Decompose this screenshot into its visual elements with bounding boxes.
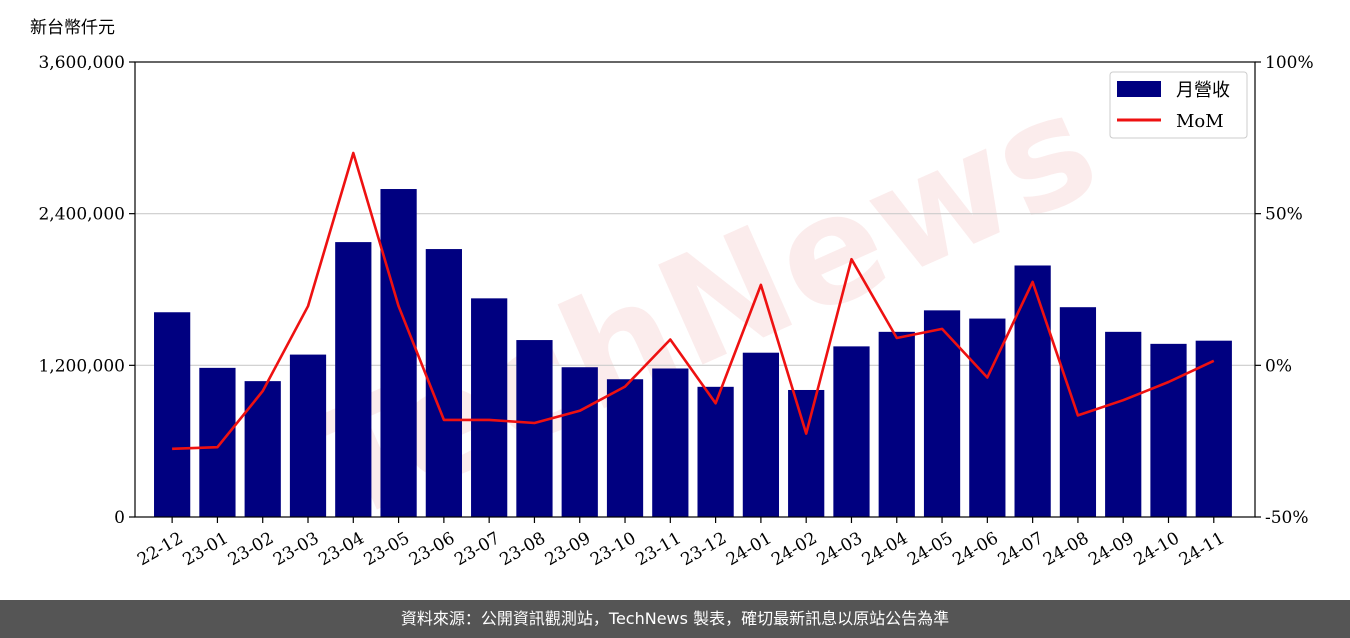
x-tick-label: 23-11 <box>632 528 684 570</box>
legend: 月營收 MoM <box>1109 71 1248 139</box>
bar-23-06 <box>425 249 462 518</box>
x-tick-label: 23-08 <box>497 528 549 570</box>
bar-23-03 <box>289 354 327 517</box>
x-axis-ticks: 22-1223-0123-0223-0323-0423-0523-0623-07… <box>134 517 1228 570</box>
bar-23-10 <box>606 379 644 517</box>
bar-23-11 <box>652 368 689 517</box>
right-tick-label: -50% <box>1265 508 1309 528</box>
x-tick-label: 23-03 <box>270 528 322 570</box>
x-tick-label: 23-07 <box>451 528 503 570</box>
x-tick-label: 23-06 <box>406 528 458 570</box>
legend-line-label: MoM <box>1176 111 1224 132</box>
bar-23-04 <box>335 242 372 517</box>
x-tick-label: 24-03 <box>814 528 866 570</box>
bar-23-02 <box>244 381 281 517</box>
bar-24-10 <box>1150 343 1187 517</box>
x-tick-label: 23-10 <box>587 528 639 570</box>
y-axis-unit-label: 新台幣仟元 <box>30 18 115 38</box>
x-tick-label: 22-12 <box>134 528 186 570</box>
bar-24-04 <box>878 331 915 517</box>
x-tick-label: 23-01 <box>179 528 231 570</box>
bar-23-09 <box>561 367 598 517</box>
left-tick-label: 0 <box>114 508 125 528</box>
bar-24-01 <box>742 352 780 517</box>
x-tick-label: 24-04 <box>859 528 911 570</box>
bar-23-05 <box>380 189 417 518</box>
bar-24-02 <box>788 389 825 517</box>
x-tick-label: 24-08 <box>1040 528 1092 570</box>
legend-bar-swatch <box>1117 81 1161 97</box>
bar-24-05 <box>923 310 961 517</box>
x-tick-label: 24-05 <box>904 528 956 570</box>
bar-23-08 <box>516 340 553 517</box>
bar-22-12 <box>154 312 191 517</box>
right-axis-ticks: -50% 0% 50% 100% <box>1255 53 1314 528</box>
left-tick-label: 3,600,000 <box>38 53 125 73</box>
x-tick-label: 24-11 <box>1176 528 1228 570</box>
x-tick-label: 24-10 <box>1131 528 1183 570</box>
footer-source-note: 資料來源：公開資訊觀測站，TechNews 製表，確切最新訊息以原站公告為準 <box>0 600 1350 638</box>
x-tick-label: 23-04 <box>315 528 367 570</box>
x-tick-label: 24-02 <box>768 528 820 570</box>
x-tick-label: 24-01 <box>723 528 775 570</box>
right-tick-label: 50% <box>1265 205 1303 225</box>
legend-bar-label: 月營收 <box>1176 80 1230 101</box>
bar-23-01 <box>199 367 236 517</box>
right-tick-label: 0% <box>1265 356 1292 376</box>
plot-frame <box>134 61 1256 518</box>
x-tick-label: 23-02 <box>225 528 277 570</box>
bar-24-03 <box>833 346 870 517</box>
bar-24-07 <box>1014 265 1051 517</box>
bar-24-09 <box>1105 331 1142 517</box>
bar-23-12 <box>697 386 734 517</box>
bars <box>154 189 1232 518</box>
x-tick-label: 24-06 <box>949 528 1001 570</box>
x-tick-label: 24-09 <box>1085 528 1137 570</box>
mom-line-layer <box>172 151 1215 451</box>
right-tick-label: 100% <box>1265 53 1314 73</box>
left-tick-label: 2,400,000 <box>38 205 125 225</box>
x-tick-label: 23-12 <box>678 528 730 570</box>
bar-24-11 <box>1195 340 1232 517</box>
chart-svg: TechNews 新台幣仟元 01,200,0002,400,0003,600,… <box>30 18 1314 570</box>
left-tick-label: 1,200,000 <box>38 356 125 376</box>
left-axis-ticks: 0 1,200,000 2,400,000 3,600,000 <box>38 53 135 528</box>
x-tick-label: 23-09 <box>542 528 594 570</box>
x-tick-label: 24-07 <box>995 528 1047 570</box>
mom-line <box>172 151 1215 451</box>
bar-23-07 <box>471 298 508 517</box>
